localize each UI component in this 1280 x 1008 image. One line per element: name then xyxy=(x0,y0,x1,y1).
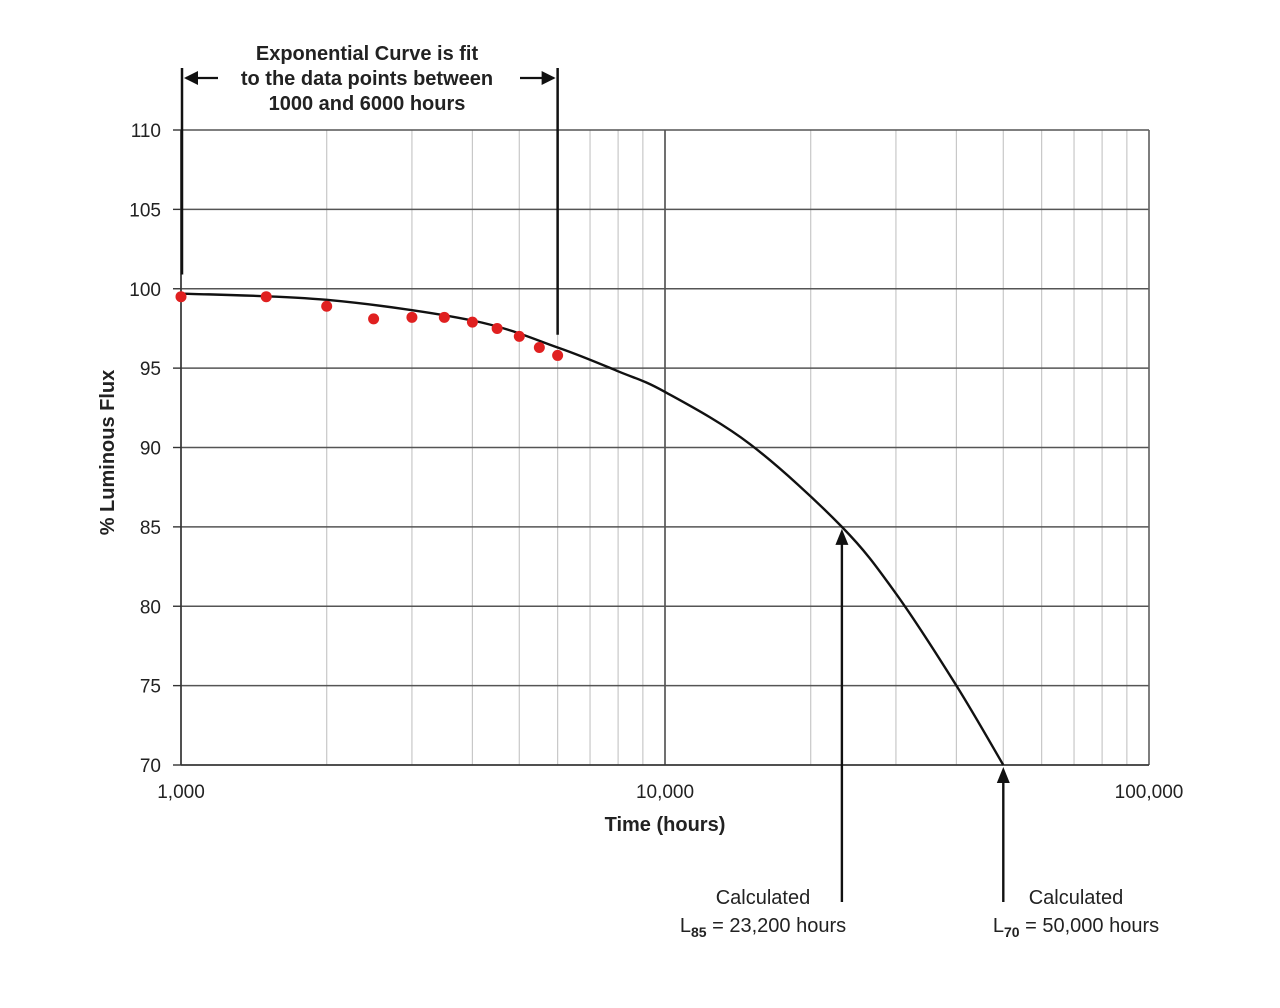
fit-curve-line xyxy=(180,292,1005,766)
data-point xyxy=(175,291,187,303)
y-tick-label: 85 xyxy=(140,518,161,539)
l85-arrowhead xyxy=(835,528,849,545)
l70-label-prefix: L xyxy=(993,915,1004,937)
data-point xyxy=(438,311,450,323)
fit-range-right-arrowhead xyxy=(541,71,556,85)
l85-label-line1: Calculated xyxy=(716,887,811,909)
x-tick-label: 100,000 xyxy=(1115,782,1184,803)
labels-layer: 70 75 80 85 90 95 100 105 110 1,000 10,000 100,000 T… xyxy=(97,43,1183,940)
y-tick-label: 70 xyxy=(140,756,161,777)
data-point xyxy=(321,300,333,312)
y-tick-label: 75 xyxy=(140,677,161,698)
curve-layer xyxy=(180,292,1005,766)
y-axis-title: % Luminous Flux xyxy=(97,370,119,536)
data-point xyxy=(260,291,272,303)
fit-note-line: 1000 and 6000 hours xyxy=(269,93,466,115)
data-point xyxy=(491,322,503,334)
l85-label-line2: L85 = 23,200 hours xyxy=(680,915,846,940)
y-tick-label: 80 xyxy=(140,597,161,618)
l70-label-line2: L70 = 50,000 hours xyxy=(993,915,1159,940)
y-tick-label: 105 xyxy=(129,200,161,221)
y-tick-label: 100 xyxy=(129,280,161,301)
l85-label-value: = 23,200 hours xyxy=(707,915,847,937)
l70-label-line1: Calculated xyxy=(1029,887,1124,909)
x-axis-title: Time (hours) xyxy=(605,814,726,836)
x-tick-label: 10,000 xyxy=(636,782,694,803)
data-point xyxy=(466,316,478,328)
y-tick-label: 90 xyxy=(140,439,161,460)
data-point xyxy=(533,341,545,353)
grid-layer xyxy=(180,129,1150,766)
l85-label-subscript: 85 xyxy=(691,924,707,940)
y-tick-label: 110 xyxy=(131,121,161,142)
fit-range-left-arrowhead xyxy=(184,71,198,85)
fit-note-line: Exponential Curve is fit xyxy=(256,43,479,65)
annotation-layer xyxy=(180,68,1010,902)
l70-label-subscript: 70 xyxy=(1004,924,1020,940)
fit-note-line: to the data points between xyxy=(241,68,493,90)
l70-label-value: = 50,000 hours xyxy=(1020,915,1160,937)
l85-label-prefix: L xyxy=(680,915,691,937)
data-point xyxy=(368,313,380,325)
x-tick-label: 1,000 xyxy=(157,782,205,803)
data-point xyxy=(406,311,418,323)
data-point xyxy=(513,330,525,342)
data-point xyxy=(552,349,564,361)
points-layer xyxy=(175,291,564,361)
l70-arrowhead xyxy=(996,767,1010,783)
y-tick-label: 95 xyxy=(140,359,161,380)
